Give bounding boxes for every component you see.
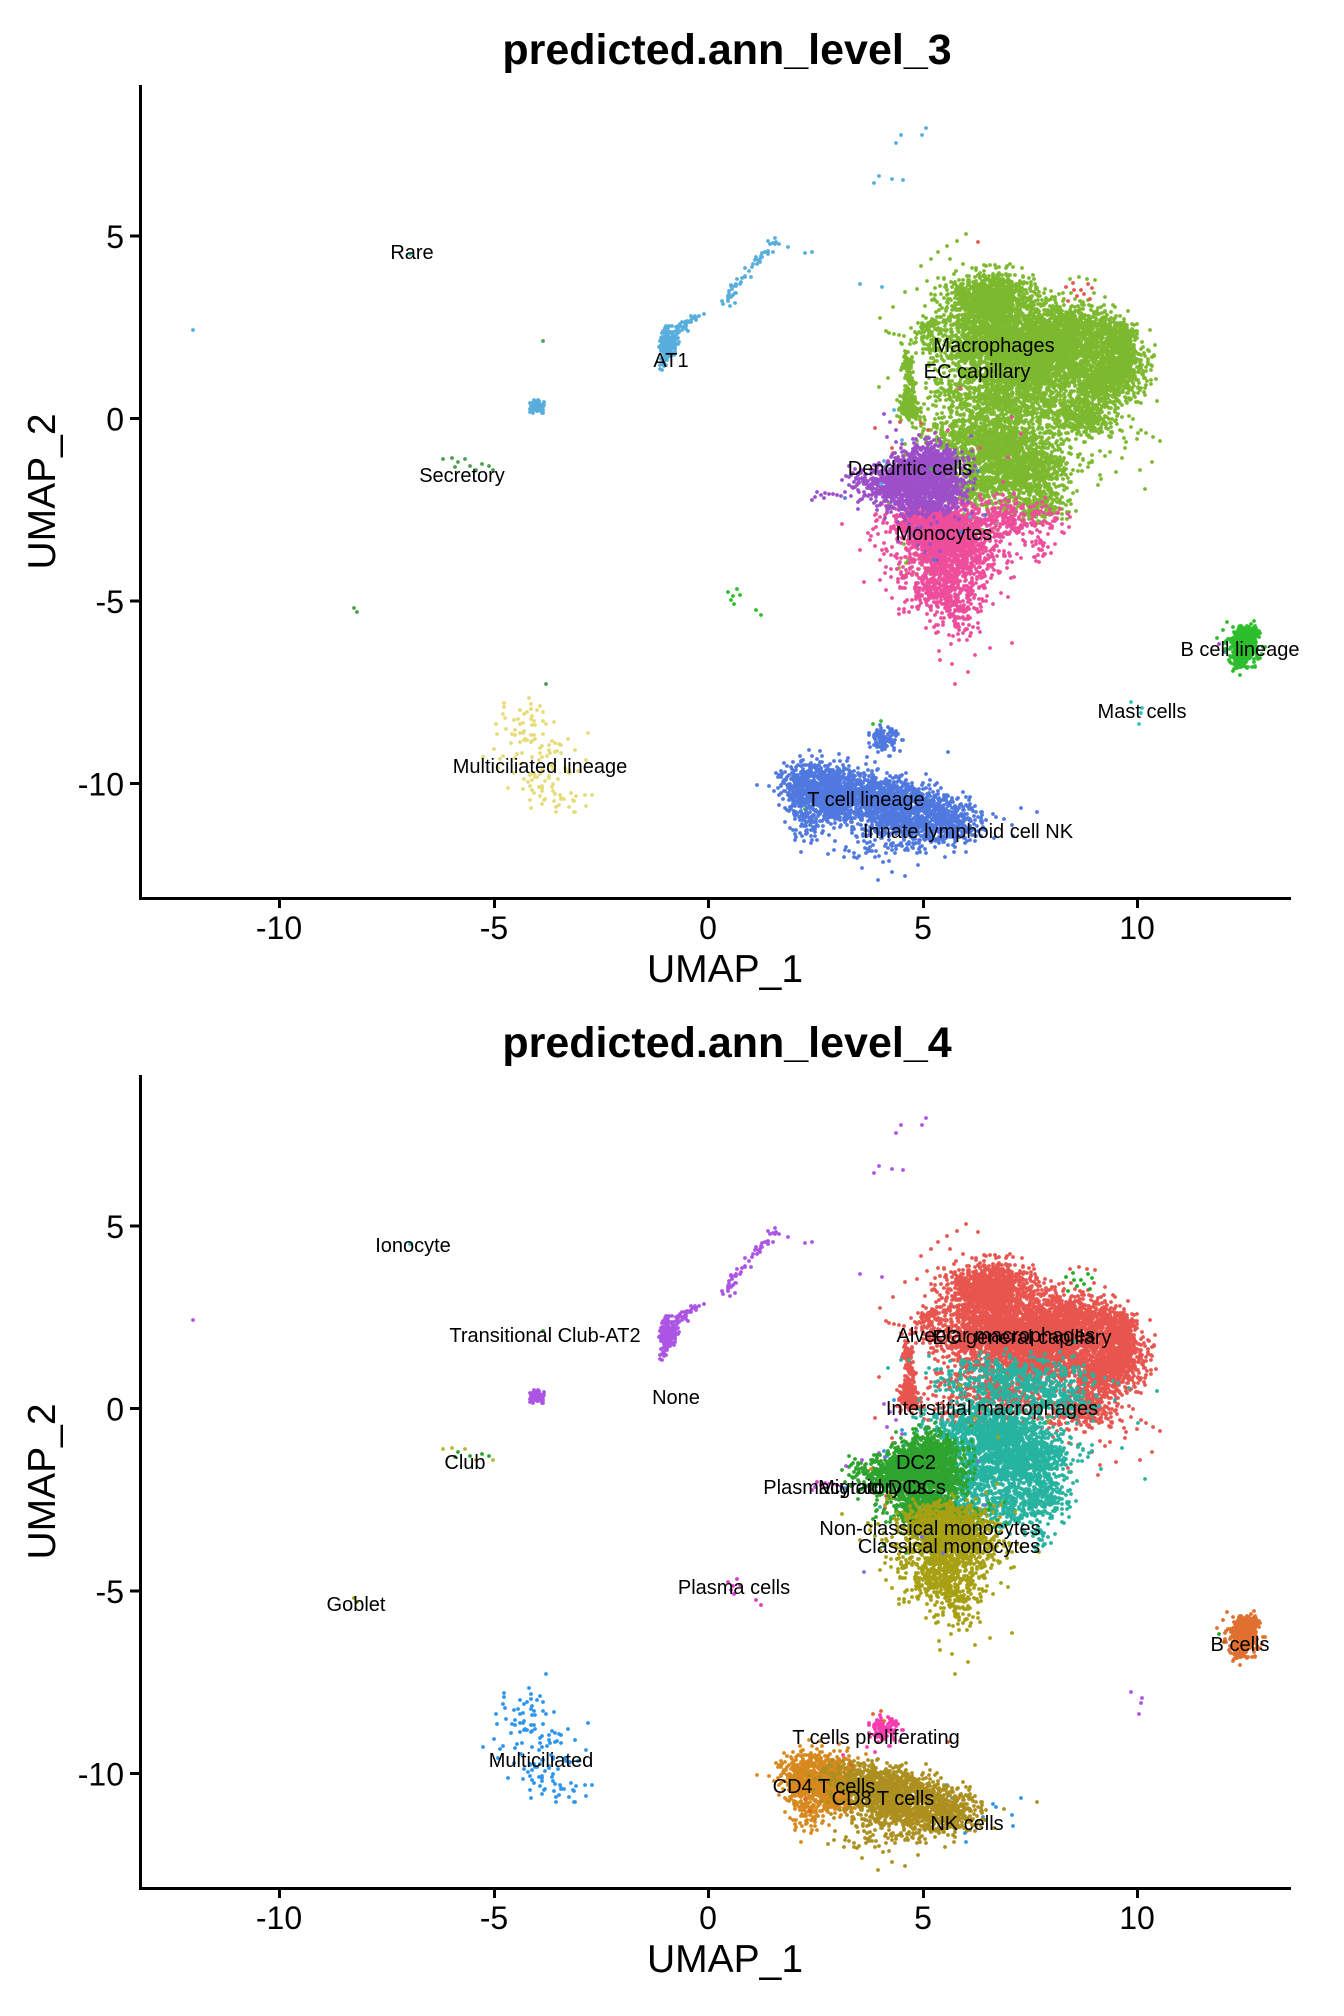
- svg-text:5: 5: [914, 1900, 932, 1936]
- svg-text:-5: -5: [480, 910, 508, 946]
- svg-text:UMAP_2: UMAP_2: [21, 413, 64, 569]
- svg-text:Alveolar macrophages: Alveolar macrophages: [897, 1325, 1096, 1347]
- svg-text:Goblet: Goblet: [327, 1594, 386, 1616]
- svg-text:predicted.ann_level_4: predicted.ann_level_4: [502, 1019, 951, 1067]
- svg-text:Migratory DCs: Migratory DCs: [818, 1477, 946, 1499]
- svg-text:Classical monocytes: Classical monocytes: [858, 1536, 1040, 1558]
- svg-text:DC2: DC2: [896, 1452, 936, 1474]
- svg-text:CD4 T cells: CD4 T cells: [773, 1776, 876, 1798]
- svg-text:CD8 T cells: CD8 T cells: [832, 1788, 935, 1810]
- svg-text:predicted.ann_level_3: predicted.ann_level_3: [502, 26, 951, 74]
- svg-text:-10: -10: [78, 1757, 124, 1793]
- svg-text:0: 0: [106, 402, 124, 438]
- svg-text:0: 0: [699, 1900, 717, 1936]
- svg-text:Monocytes: Monocytes: [896, 523, 993, 545]
- svg-text:10: 10: [1119, 1900, 1155, 1936]
- svg-text:T cell lineage: T cell lineage: [807, 789, 924, 811]
- svg-text:Mast cells: Mast cells: [1098, 701, 1187, 723]
- svg-text:Transitional Club-AT2: Transitional Club-AT2: [449, 1325, 640, 1347]
- svg-text:-5: -5: [96, 1574, 124, 1610]
- svg-text:10: 10: [1119, 910, 1155, 946]
- svg-text:-10: -10: [256, 1900, 302, 1936]
- svg-text:Innate lymphoid cell NK: Innate lymphoid cell NK: [863, 821, 1074, 843]
- svg-text:Plasma cells: Plasma cells: [678, 1577, 790, 1599]
- svg-text:Macrophages: Macrophages: [933, 335, 1054, 357]
- svg-text:Club: Club: [444, 1452, 485, 1474]
- svg-text:AT1: AT1: [653, 350, 688, 372]
- svg-text:UMAP_1: UMAP_1: [647, 1938, 803, 1981]
- svg-text:UMAP_2: UMAP_2: [21, 1403, 64, 1559]
- svg-text:None: None: [652, 1387, 700, 1409]
- svg-text:Multiciliated lineage: Multiciliated lineage: [453, 756, 628, 778]
- svg-text:Interstitial macrophages: Interstitial macrophages: [886, 1398, 1098, 1420]
- svg-text:-5: -5: [96, 584, 124, 620]
- svg-text:0: 0: [106, 1392, 124, 1428]
- svg-text:Dendritic cells: Dendritic cells: [848, 458, 972, 480]
- svg-text:-10: -10: [78, 767, 124, 803]
- svg-text:B cell lineage: B cell lineage: [1181, 639, 1300, 661]
- svg-text:Ionocyte: Ionocyte: [375, 1235, 451, 1257]
- svg-text:EC capillary: EC capillary: [924, 361, 1031, 383]
- svg-text:B cells: B cells: [1211, 1634, 1270, 1656]
- svg-text:5: 5: [106, 219, 124, 255]
- svg-text:T cells proliferating: T cells proliferating: [792, 1727, 959, 1749]
- svg-text:-5: -5: [480, 1900, 508, 1936]
- svg-text:Multiciliated: Multiciliated: [489, 1750, 593, 1772]
- svg-text:Non-classical monocytes: Non-classical monocytes: [819, 1518, 1040, 1540]
- svg-text:UMAP_1: UMAP_1: [647, 948, 803, 991]
- svg-text:5: 5: [914, 910, 932, 946]
- svg-text:EC general capillary: EC general capillary: [933, 1327, 1112, 1349]
- svg-text:-10: -10: [256, 910, 302, 946]
- svg-text:5: 5: [106, 1209, 124, 1245]
- svg-text:0: 0: [699, 910, 717, 946]
- svg-text:Secretory: Secretory: [419, 465, 505, 487]
- svg-text:Plasmacytoid DCs: Plasmacytoid DCs: [763, 1477, 926, 1499]
- svg-text:Rare: Rare: [390, 242, 433, 264]
- svg-text:NK cells: NK cells: [930, 1813, 1003, 1835]
